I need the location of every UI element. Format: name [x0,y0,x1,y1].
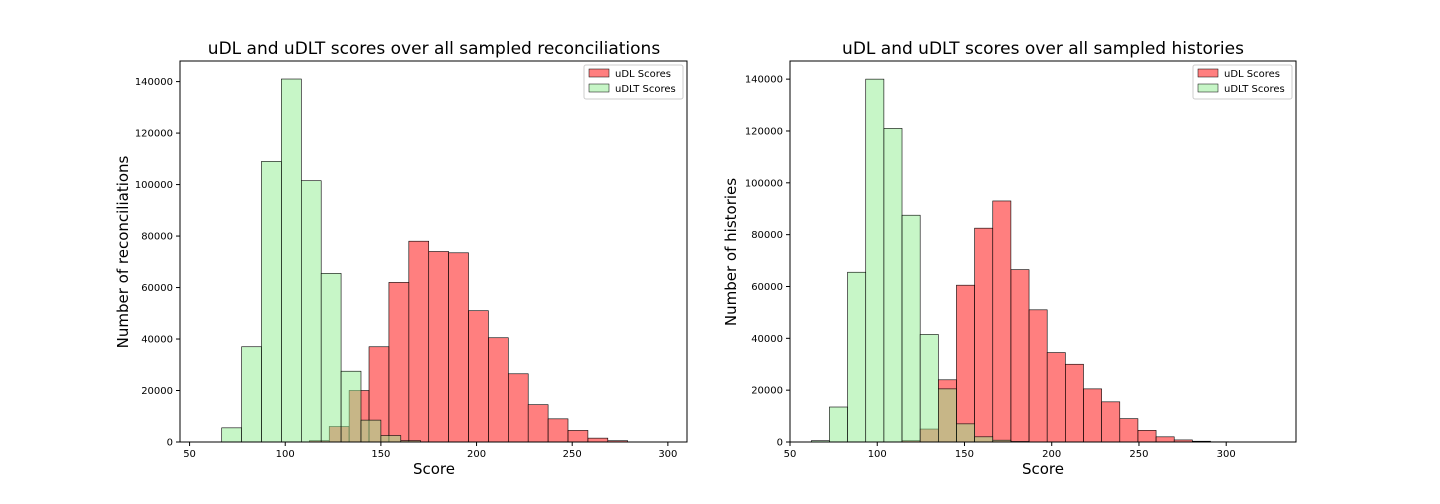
udlt-bar [380,435,402,443]
udl-bar [527,404,549,443]
bars-group [810,78,1229,443]
udl-bar [587,437,609,443]
y-axis-label: Number of histories [722,178,740,326]
x-tick-label: 200 [1042,449,1061,460]
y-tick-label: 120000 [135,129,173,140]
y-tick-label: 80000 [141,232,173,243]
udl-bar [547,418,569,443]
x-tick-label: 300 [658,449,677,460]
ticks-group: 50 100 150 200 250 300 0 20000 40000 60000 80000 10… [745,75,1236,460]
y-tick-label: 80000 [751,230,783,241]
udlt-bar [938,388,957,443]
x-axis-label: Score [1022,460,1064,478]
udlt-bar [865,78,885,443]
x-tick-label: 150 [371,449,390,460]
udlt-bar [829,406,848,443]
plot-frame [179,60,688,443]
chart-title: uDL and uDLT scores over all sampled rec… [208,39,661,59]
x-tick-label: 150 [955,449,974,460]
ticks-group: 50 100 150 200 250 300 0 20000 40000 60000 80000 10… [135,77,678,460]
x-tick-label: 100 [868,449,887,460]
udl-bar [1101,401,1121,443]
plot-frame [789,60,1297,443]
udlt-bar [974,436,994,443]
y-axis-label: Number of reconciliations [114,155,132,348]
udl-bar [388,282,410,443]
chart-histories: uDL and uDLT scores over all sampled his… [722,39,1297,478]
udlt-bar [241,346,262,443]
x-tick-label: 50 [784,449,797,460]
udl-bar [508,373,529,443]
udl-bar [1119,418,1139,443]
udl-bar [1010,269,1030,443]
udl-bar [1065,363,1084,443]
legend-swatch-udlt [588,83,610,93]
udlt-bar [919,334,939,443]
y-tick-label: 40000 [141,335,173,346]
udlt-bar [221,427,242,443]
legend-swatch-udlt [1197,83,1219,93]
y-tick-label: 20000 [141,386,173,397]
udl-bar [468,310,489,443]
y-tick-label: 60000 [141,283,173,294]
udlt-bar [281,78,302,443]
udlt-bar [300,180,322,443]
legend-label-udlt: uDLT Scores [1224,84,1285,95]
chart-reconciliations: uDL and uDLT scores over all sampled rec… [114,39,688,478]
y-tick-label: 60000 [751,282,783,293]
udl-bar [1046,352,1066,443]
legend-label-udl: uDL Scores [615,69,671,80]
x-tick-label: 250 [563,449,582,460]
x-tick-label: 100 [276,449,295,460]
udl-bar [1028,309,1048,443]
udlt-bar [956,423,975,443]
legend-label-udlt: uDLT Scores [615,84,676,95]
y-tick-label: 20000 [751,386,783,397]
chart-title: uDL and uDLT scores over all sampled his… [842,39,1244,59]
y-tick-label: 0 [777,438,783,449]
udl-bar [1083,388,1102,443]
y-tick-label: 0 [167,438,173,449]
x-tick-label: 200 [467,449,486,460]
udlt-bar [360,419,382,443]
x-tick-label: 300 [1217,449,1236,460]
udl-bar [992,200,1012,443]
udlt-bar [847,271,867,443]
udlt-bar [901,214,921,443]
bars-group [221,78,628,443]
udlt-bar [320,273,342,443]
y-tick-label: 40000 [751,334,783,345]
y-tick-label: 120000 [745,126,783,137]
udl-bar [488,337,509,443]
legend: uDL Scores uDLT Scores [1192,64,1293,100]
legend-swatch-udl [588,68,610,78]
x-tick-label: 250 [1129,449,1148,460]
legend-label-udl: uDL Scores [1224,69,1280,80]
udlt-bar [261,161,282,443]
udl-bar [448,252,469,443]
legend-swatch-udl [1197,68,1219,78]
y-tick-label: 140000 [745,75,783,86]
udlt-bar [883,128,903,443]
udl-bar [408,240,430,443]
udl-bar [1155,436,1175,443]
udlt-bar [340,370,362,443]
y-tick-label: 100000 [745,178,783,189]
udl-bar [567,430,589,443]
udl-bar [956,284,975,443]
y-tick-label: 140000 [135,77,173,88]
x-axis-label: Score [413,460,455,478]
x-tick-label: 50 [183,449,196,460]
udl-bar [974,227,994,443]
legend: uDL Scores uDLT Scores [583,64,684,100]
y-tick-label: 100000 [135,180,173,191]
udl-bar [428,251,449,443]
udl-bar [1137,430,1157,443]
